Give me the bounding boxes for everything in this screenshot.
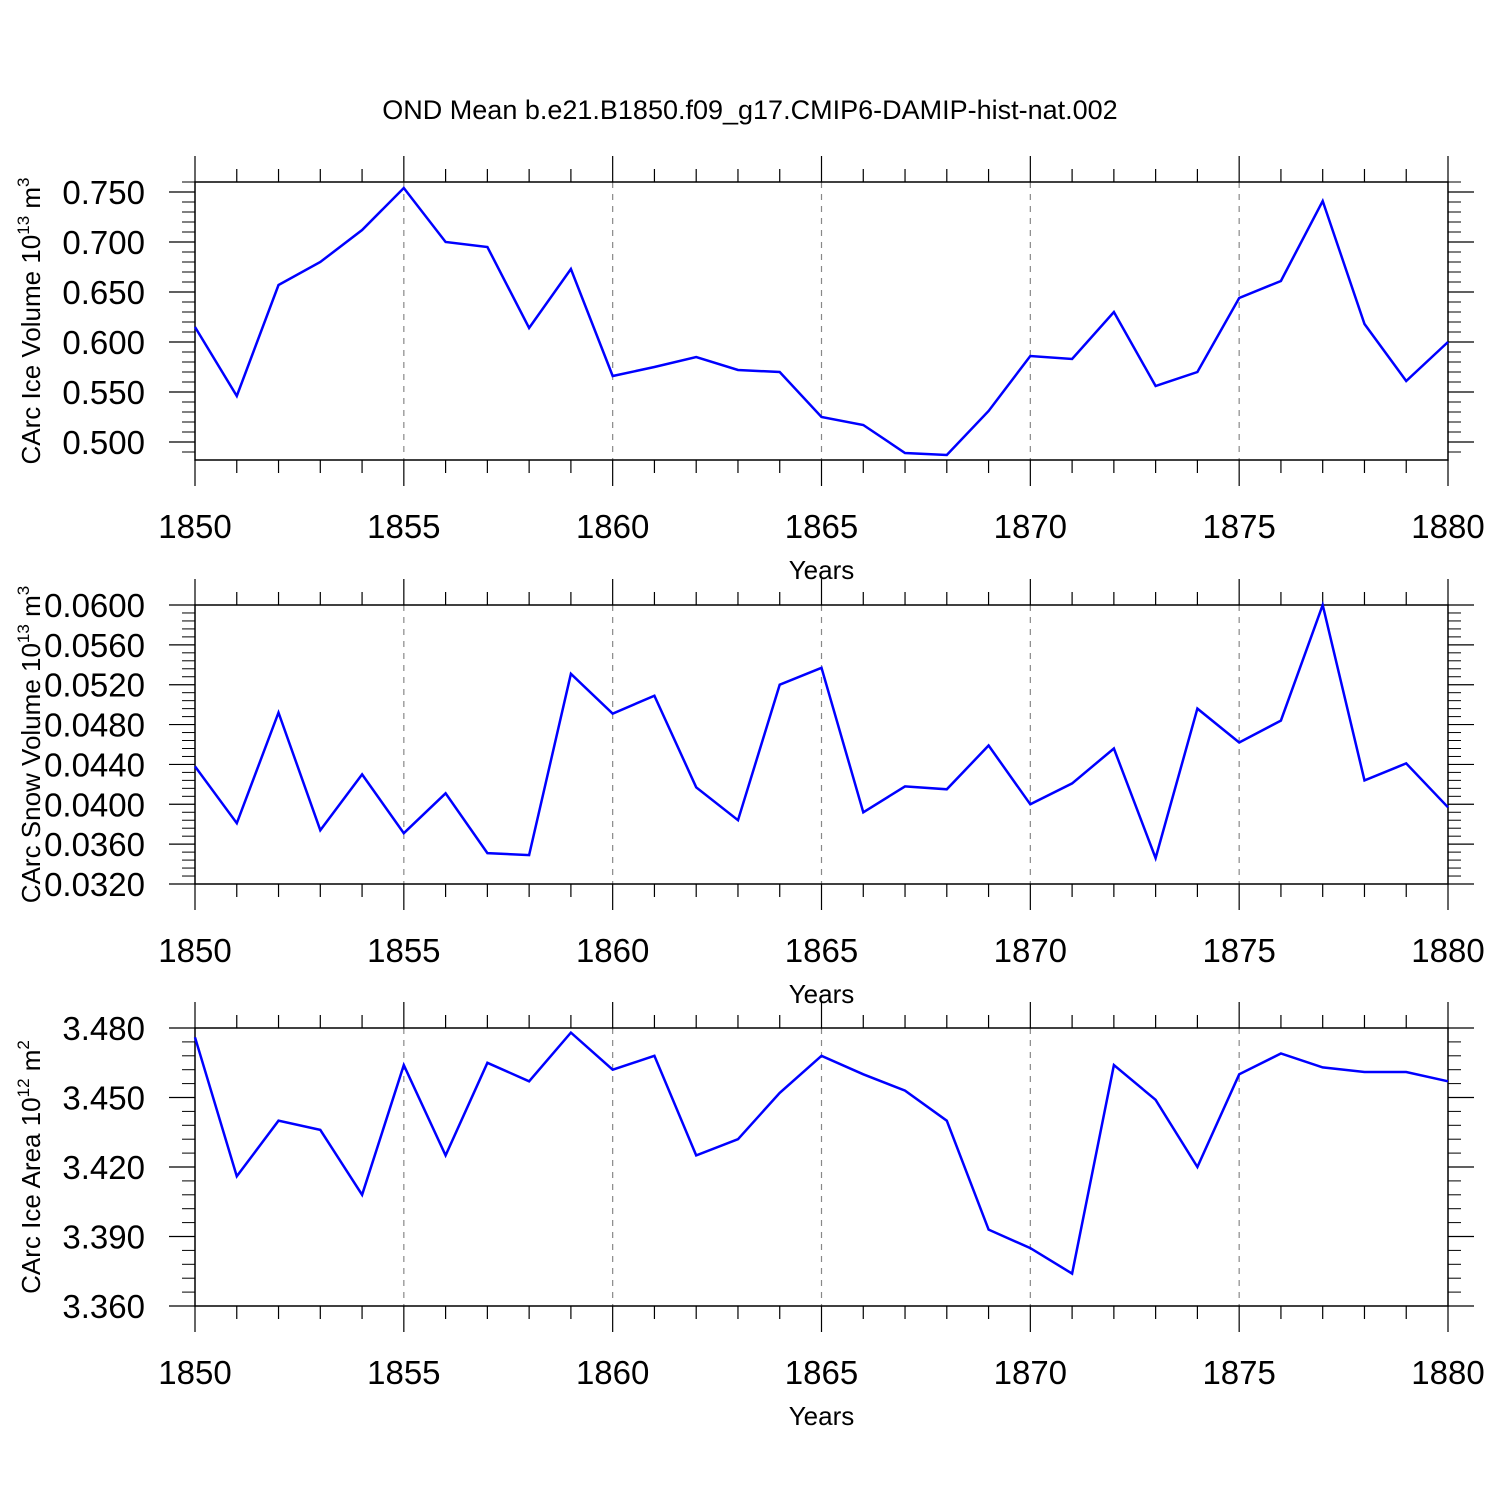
y-tick-label: 3.420 — [62, 1149, 145, 1186]
x-tick-label: 1870 — [994, 1354, 1067, 1391]
x-tick-label: 1870 — [994, 508, 1067, 545]
y-tick-label: 0.700 — [62, 224, 145, 261]
x-tick-label: 1880 — [1411, 508, 1484, 545]
panel-1: 1850 1855 1860 1865 1870 1875 1880Years0.5000.… — [14, 156, 1485, 585]
y-tick-label: 0.550 — [62, 374, 145, 411]
y-tick-label: 0.0560 — [44, 627, 145, 664]
x-tick-label: 1865 — [785, 508, 858, 545]
x-tick-label: 1850 — [158, 508, 231, 545]
series-line — [193, 1030, 1449, 1276]
x-tick-label: 1875 — [1202, 508, 1275, 545]
x-tick-label: 1880 — [1411, 1354, 1484, 1391]
series-line — [193, 186, 1449, 457]
panel-2: 1850 1855 1860 1865 1870 1875 1880Years0.03200… — [14, 579, 1485, 1009]
x-tick-label: 1860 — [576, 932, 649, 969]
x-tick-label: 1855 — [367, 1354, 440, 1391]
x-tick-label: 1850 — [158, 1354, 231, 1391]
y-tick-label: 0.0400 — [44, 786, 145, 823]
x-tick-label: 1870 — [994, 932, 1067, 969]
x-tick-label: 1850 — [158, 932, 231, 969]
y-tick-label: 3.390 — [62, 1219, 145, 1256]
y-tick-label: 3.450 — [62, 1080, 145, 1117]
series-line — [193, 600, 1449, 863]
y-tick-label: 0.650 — [62, 274, 145, 311]
figure-title: OND Mean b.e21.B1850.f09_g17.CMIP6-DAMIP… — [382, 95, 1117, 125]
y-tick-label: 0.0320 — [44, 866, 145, 903]
y-tick-label: 0.0480 — [44, 707, 145, 744]
y-tick-label: 3.360 — [62, 1288, 145, 1325]
y-tick-label: 3.480 — [62, 1010, 145, 1047]
y-tick-label: 0.500 — [62, 424, 145, 461]
x-tick-label: 1875 — [1202, 1354, 1275, 1391]
y-axis-label: CArc Ice Volume 1013 m3 — [14, 177, 46, 464]
x-tick-label: 1865 — [785, 932, 858, 969]
panel-3: 1850 1855 1860 1865 1870 1875 1880 Years 3.360 3.… — [14, 1002, 1485, 1431]
y-tick-label: 0.0360 — [44, 826, 145, 863]
x-tick-label: 1860 — [576, 508, 649, 545]
y-axis-label: CArc Snow Volume 1013 m3 — [14, 586, 46, 903]
x-axis-label: Years — [789, 1401, 855, 1431]
y-tick-label: 0.600 — [62, 324, 145, 361]
chart-panels: 1850 1855 1860 1865 1870 1875 1880 Years 0.500 0.… — [14, 156, 1485, 1431]
y-tick-label: 0.0440 — [44, 746, 145, 783]
x-tick-label: 1860 — [576, 1354, 649, 1391]
x-tick-label: 1865 — [785, 1354, 858, 1391]
y-axis-label: CArc Ice Area 1012 m2 — [14, 1040, 46, 1294]
x-tick-label: 1855 — [367, 508, 440, 545]
x-tick-label: 1880 — [1411, 932, 1484, 969]
y-tick-label: 0.0520 — [44, 667, 145, 704]
x-tick-label: 1875 — [1202, 932, 1275, 969]
y-tick-label: 0.750 — [62, 174, 145, 211]
x-tick-label: 1855 — [367, 932, 440, 969]
y-tick-label: 0.0600 — [44, 587, 145, 624]
